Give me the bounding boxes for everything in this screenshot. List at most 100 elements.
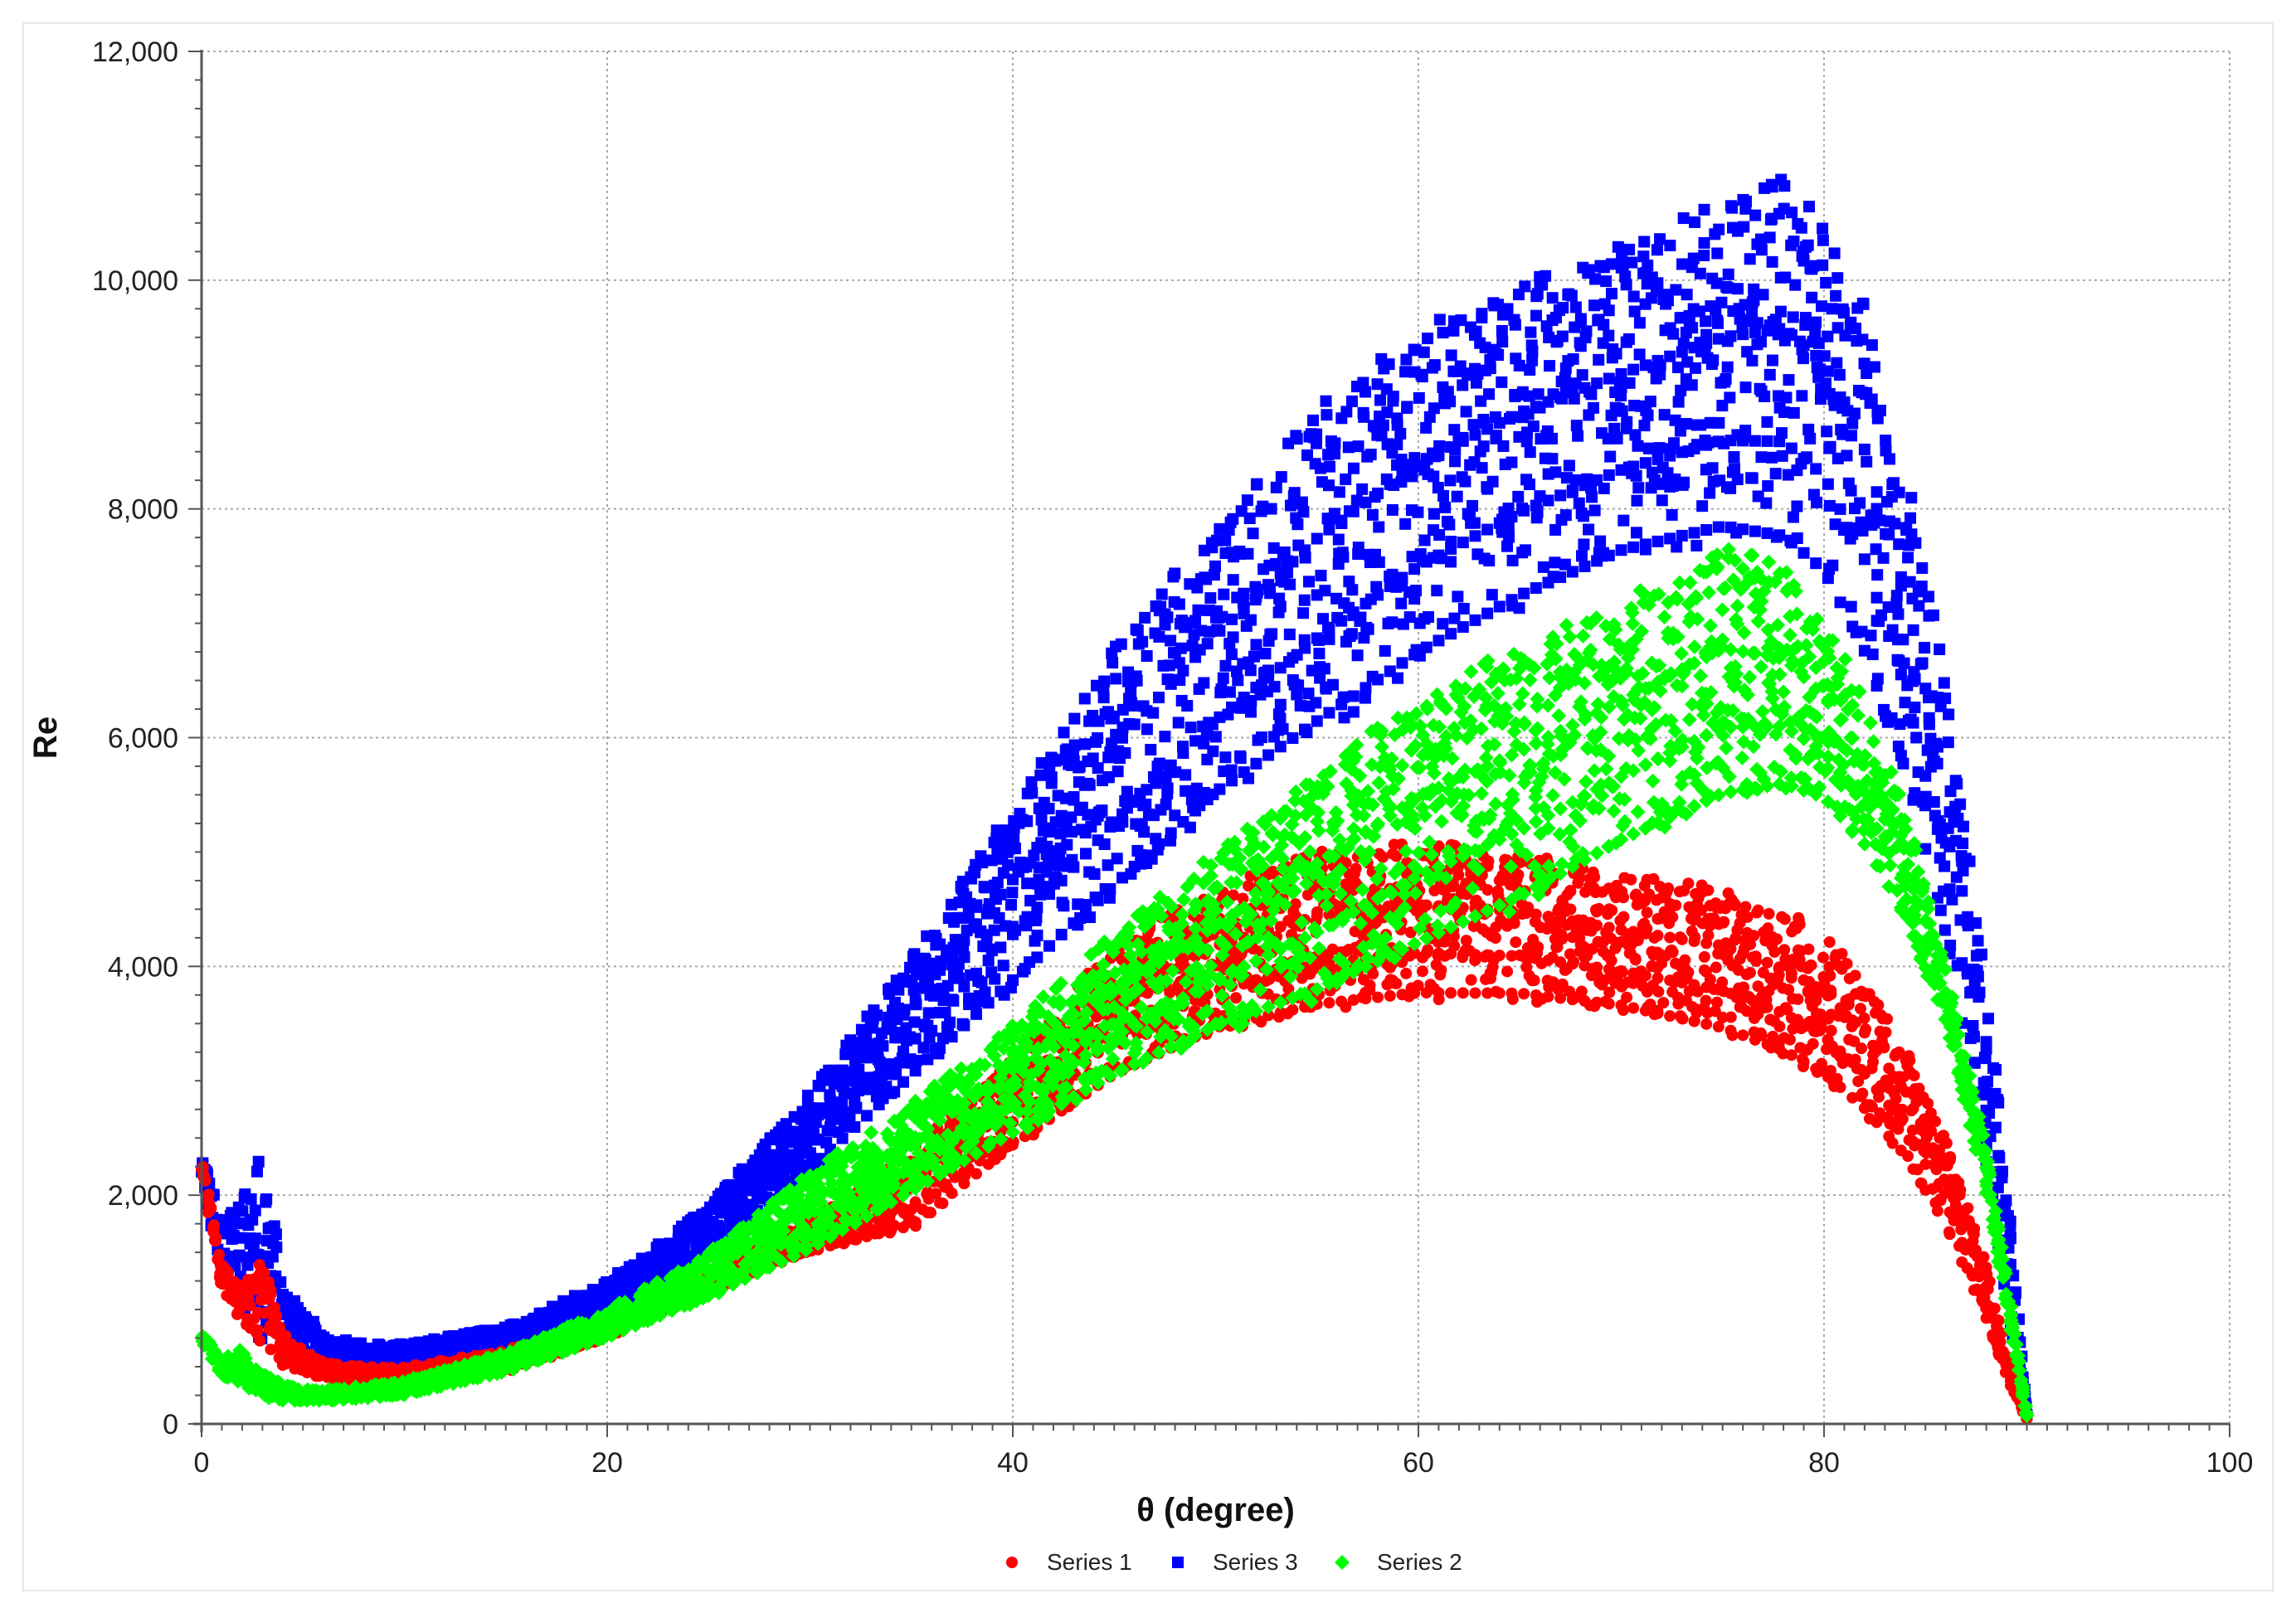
series-3-point — [1587, 401, 1599, 414]
series-3-point — [727, 1211, 739, 1223]
series-3-point — [1347, 462, 1360, 474]
series-3-point — [1848, 407, 1861, 420]
series-3-point — [1180, 769, 1192, 781]
series-3-point — [1518, 405, 1530, 417]
series-3-point — [1496, 336, 1509, 348]
series-3-point — [1420, 421, 1433, 434]
series-3-point — [1080, 778, 1092, 790]
series-3-point — [1460, 406, 1472, 418]
series-3-point — [1669, 414, 1681, 426]
series-3-point — [459, 1338, 471, 1351]
series-3-point — [1153, 771, 1165, 784]
series-3-point — [1565, 289, 1578, 302]
series-3-point — [1006, 887, 1019, 899]
series-3-point — [1223, 686, 1236, 698]
series-3-point — [1021, 877, 1034, 890]
series-3-point — [1802, 201, 1815, 213]
series-3-point — [991, 877, 1004, 889]
series-3-point — [1700, 439, 1713, 451]
series-3-point — [1631, 494, 1643, 507]
series-3-point — [1907, 624, 1919, 636]
series-3-point — [1830, 289, 1842, 302]
series-3-point — [1787, 311, 1799, 323]
series-3-point — [1681, 289, 1693, 301]
series-3-point — [1826, 303, 1838, 315]
series-3-point — [908, 1016, 921, 1028]
series-3-point — [1433, 313, 1446, 326]
series-3-point — [1668, 437, 1681, 449]
series-3-point — [1501, 303, 1514, 315]
series-3-point — [1934, 643, 1946, 655]
series-3-point — [1559, 372, 1571, 384]
series-3-point — [1740, 195, 1753, 207]
series-3-point — [1139, 611, 1151, 624]
series-3-point — [1284, 499, 1296, 512]
series-3-point — [1481, 523, 1494, 536]
series-3-point — [1080, 906, 1092, 918]
series-3-point — [1356, 483, 1369, 495]
series-1-point — [1416, 965, 1428, 978]
series-3-point — [1712, 435, 1724, 448]
series-3-point — [1226, 775, 1238, 787]
series-3-point — [1352, 440, 1364, 453]
series-3-point — [1217, 672, 1229, 684]
series-3-point — [1814, 392, 1827, 405]
series-3-point — [301, 1329, 314, 1342]
series-3-point — [1219, 534, 1232, 547]
series-3-point — [800, 1145, 812, 1158]
series-3-point — [727, 1194, 739, 1207]
series-3-point — [1578, 381, 1591, 394]
series-3-point — [1546, 292, 1559, 304]
series-3-point — [1274, 698, 1287, 711]
series-3-point — [1266, 628, 1278, 640]
series-3-point — [1486, 475, 1499, 488]
series-1-point — [1501, 965, 1514, 978]
series-3-point — [1651, 277, 1664, 289]
series-3-point — [1116, 808, 1129, 820]
series-3-point — [1445, 441, 1457, 454]
series-3-point — [1992, 1181, 2004, 1193]
series-3-point — [1956, 885, 1968, 897]
series-3-point — [1225, 764, 1238, 776]
series-3-point — [1797, 352, 1809, 365]
series-3-point — [1836, 303, 1849, 315]
series-3-point — [1241, 494, 1253, 507]
series-3-point — [1919, 683, 1932, 695]
series-3-point — [1700, 337, 1713, 349]
series-3-point — [1968, 1031, 1980, 1043]
series-3-point — [1542, 576, 1554, 589]
series-3-point — [1755, 244, 1768, 256]
series-3-point — [917, 1042, 930, 1054]
series-3-point — [1865, 629, 1877, 642]
series-3-point — [1357, 376, 1369, 389]
series-3-point — [1745, 472, 1758, 484]
series-3-point — [1654, 233, 1666, 245]
series-3-point — [1751, 317, 1763, 329]
series-3-point — [970, 899, 983, 911]
series-3-point — [1675, 384, 1687, 396]
series-3-point — [1566, 566, 1578, 578]
series-3-point — [1895, 750, 1907, 762]
series-3-point — [1323, 460, 1335, 473]
series-3-point — [1749, 525, 1761, 537]
series-3-point — [1766, 354, 1778, 367]
series-3-point — [1447, 324, 1460, 337]
series-3-point — [1496, 376, 1508, 388]
series-3-point — [1797, 547, 1810, 559]
series-3-point — [1045, 777, 1058, 789]
series-3-point — [1883, 630, 1895, 643]
series-3-point — [1919, 770, 1932, 782]
series-3-point — [1576, 369, 1588, 381]
series-3-point — [1506, 554, 1519, 566]
series-3-point — [1778, 180, 1791, 192]
series-3-point — [1905, 528, 1918, 541]
series-3-point — [1477, 440, 1490, 453]
series-3-point — [1163, 659, 1175, 672]
series-3-point — [1492, 349, 1505, 362]
series-3-point — [1942, 736, 1954, 749]
series-3-point — [1501, 540, 1513, 552]
series-3-point — [1384, 580, 1396, 592]
series-3-point — [1967, 1019, 1979, 1032]
series-3-point — [1620, 279, 1632, 291]
series-3-point — [1907, 717, 1919, 729]
